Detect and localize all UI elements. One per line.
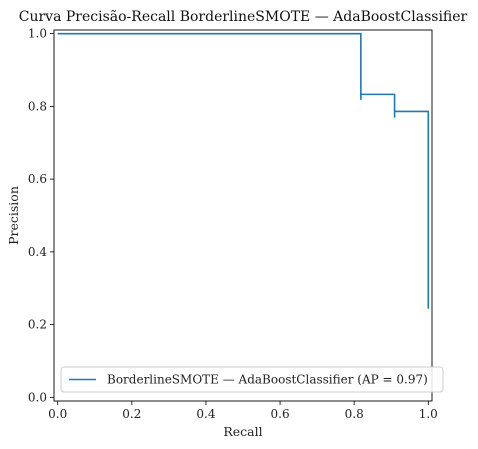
chart-title: Curva Precisão-Recall BorderlineSMOTE — … (19, 9, 468, 25)
plot-area (53, 29, 433, 402)
y-tick-label: 0.4 (28, 245, 47, 259)
legend-entry: BorderlineSMOTE — AdaBoostClassifier (AP… (107, 373, 428, 387)
x-tick-label: 0.4 (196, 407, 215, 421)
y-tick-label: 1.0 (28, 27, 47, 41)
y-tick-label: 0.2 (28, 318, 47, 332)
y-tick-label: 0.6 (28, 172, 47, 186)
x-tick-label: 0.6 (271, 407, 290, 421)
y-axis-label: Precision (6, 186, 21, 245)
x-tick-label: 0.2 (122, 407, 141, 421)
plot-frame (53, 29, 433, 402)
y-tick-label: 0.8 (28, 99, 47, 113)
y-axis: 0.0 0.2 0.4 0.6 0.8 1.0 (28, 27, 54, 404)
x-tick-label: 0.8 (345, 407, 364, 421)
x-axis-label: Recall (223, 424, 262, 439)
pr-curve-line (57, 32, 430, 309)
x-tick-label: 0.0 (48, 407, 67, 421)
x-tick-label: 1.0 (419, 407, 438, 421)
x-axis: 0.0 0.2 0.4 0.6 0.8 1.0 (48, 401, 438, 421)
legend: BorderlineSMOTE — AdaBoostClassifier (AP… (60, 366, 444, 393)
y-tick-label: 0.0 (28, 390, 47, 404)
legend-box (60, 366, 444, 393)
